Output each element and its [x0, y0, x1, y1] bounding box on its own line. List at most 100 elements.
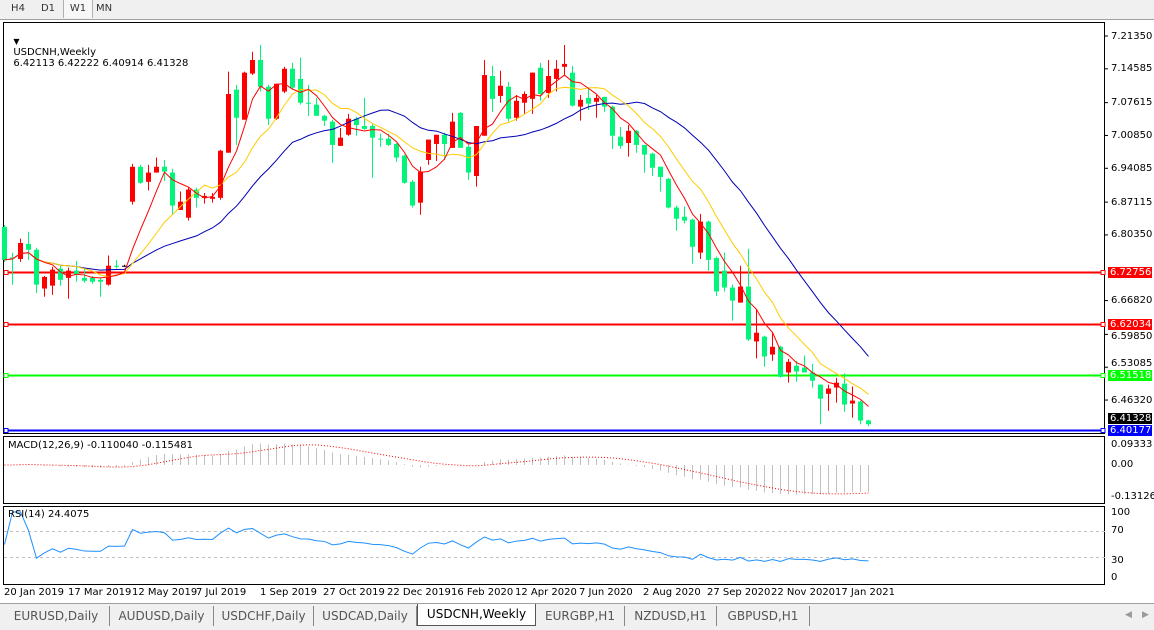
date-label: 12 Apr 2020: [515, 587, 577, 598]
price-axis-label: 7.14585: [1111, 63, 1153, 75]
scroll-right-arrow-icon[interactable]: ▶: [1142, 610, 1149, 620]
tab-usdcnh-weekly[interactable]: USDCNH,Weekly: [417, 604, 536, 626]
candle-body: [122, 265, 127, 267]
rsi-axis-0: 0: [1111, 572, 1118, 583]
candle-body: [562, 63, 567, 67]
candle-body: [386, 138, 391, 145]
macd-axis-min: -0.131263: [1111, 491, 1154, 502]
candle-body: [138, 166, 143, 183]
tab-usdchf-daily[interactable]: USDCHF,Daily: [214, 606, 314, 626]
candle-body: [186, 189, 191, 218]
candle-body: [658, 166, 663, 177]
candle-body: [786, 361, 791, 373]
candle-body: [370, 126, 375, 138]
candle-body: [154, 166, 159, 173]
level-handle: [3, 322, 9, 327]
candle-body: [34, 249, 39, 285]
candle-body: [90, 277, 95, 282]
ohlc-values: 6.42113 6.42222 6.40914 6.41328: [13, 58, 189, 69]
price-axis-label: 6.46320: [1111, 394, 1153, 406]
timeframe-w1-button[interactable]: W1: [63, 0, 93, 18]
candle-body: [338, 137, 343, 146]
tab-audusd-daily[interactable]: AUDUSD,Daily: [110, 606, 214, 626]
date-label: 27 Oct 2019: [323, 587, 385, 598]
current-price-tag: 6.41328: [1108, 412, 1152, 424]
ma-fast-line: [4, 74, 869, 407]
macd-label: MACD(12,26,9) -0.110040 -0.115481: [8, 440, 193, 451]
scroll-left-arrow-icon[interactable]: ◀: [1125, 610, 1132, 620]
candle-body: [66, 270, 71, 278]
candle-body: [210, 196, 215, 199]
candle-body: [514, 100, 519, 118]
ma-slow-line: [4, 101, 869, 357]
chart-window[interactable]: [0, 20, 1154, 603]
candle-body: [178, 201, 183, 210]
candle-body: [826, 388, 831, 394]
candle-body: [802, 367, 807, 373]
candle-body: [682, 216, 687, 221]
candle-body: [42, 276, 47, 289]
date-label: 12 May 2019: [132, 587, 198, 598]
candle-body: [146, 172, 151, 182]
candle-body: [650, 153, 655, 168]
level-handle: [3, 270, 9, 275]
date-label: 1 Sep 2019: [260, 587, 318, 598]
price-axis-label: 6.59850: [1111, 330, 1153, 342]
candle-body: [466, 146, 471, 173]
candle-body: [642, 144, 647, 155]
candle-body: [426, 139, 431, 160]
candle-body: [162, 166, 167, 172]
level-price-tag: 6.51518: [1108, 369, 1152, 381]
rsi-pane[interactable]: [3, 506, 1105, 585]
rsi-line: [4, 511, 869, 562]
tab-eurgbp-h1[interactable]: EURGBP,H1: [536, 606, 625, 626]
price-axis-label: 6.80350: [1111, 229, 1153, 241]
candle-body: [610, 106, 615, 136]
tab-gbpusd-h1[interactable]: GBPUSD,H1: [717, 606, 810, 626]
ma-mid-line: [4, 86, 869, 395]
candle-body: [290, 68, 295, 88]
price-axis-label: 7.07615: [1111, 97, 1153, 109]
candle-body: [298, 78, 303, 103]
candle-body: [114, 265, 119, 267]
candle-body: [418, 171, 423, 203]
price-axis-label: 7.00850: [1111, 129, 1153, 141]
candle-body: [810, 372, 815, 381]
level-price-tag: 6.72756: [1108, 266, 1152, 278]
candle-body: [698, 221, 703, 253]
candle-body: [394, 143, 399, 158]
tab-usdcad-daily[interactable]: USDCAD,Daily: [314, 606, 417, 626]
candle-body: [570, 72, 575, 106]
timeframe-toolbar: H4 D1 W1 MN: [0, 0, 1154, 20]
price-axis-label: 7.21350: [1111, 30, 1153, 42]
candle-body: [674, 207, 679, 219]
rsi-axis-30: 30: [1111, 555, 1124, 566]
candle-body: [362, 126, 367, 129]
candle-body: [58, 268, 63, 280]
candle-body: [706, 221, 711, 260]
candle-body: [842, 383, 847, 405]
timeframe-mn-button[interactable]: MN: [95, 3, 113, 14]
macd-pane[interactable]: [3, 436, 1105, 504]
candle-body: [242, 72, 247, 120]
collapse-triangle-icon[interactable]: ▼: [13, 37, 20, 46]
candle-body: [74, 270, 79, 275]
candle-body: [330, 121, 335, 145]
symbol-header: ▼ USDCNH,Weekly 6.42113 6.42222 6.40914 …: [7, 25, 188, 69]
tab-eurusd-daily[interactable]: EURUSD,Daily: [3, 606, 110, 626]
timeframe-h4-button[interactable]: H4: [11, 3, 25, 14]
symbol-label: USDCNH,Weekly: [13, 47, 96, 58]
candle-body: [18, 242, 23, 259]
tab-nzdusd-h1[interactable]: NZDUSD,H1: [625, 606, 717, 626]
candle-body: [586, 97, 591, 104]
candle-body: [234, 89, 239, 118]
candle-body: [482, 75, 487, 136]
candle-body: [730, 287, 735, 301]
candle-body: [202, 195, 207, 198]
timeframe-d1-button[interactable]: D1: [40, 3, 56, 14]
rsi-axis-100: 100: [1111, 507, 1131, 518]
date-label: 17 Mar 2019: [68, 587, 132, 598]
candle-body: [666, 178, 671, 208]
date-label: 27 Sep 2020: [707, 587, 771, 598]
